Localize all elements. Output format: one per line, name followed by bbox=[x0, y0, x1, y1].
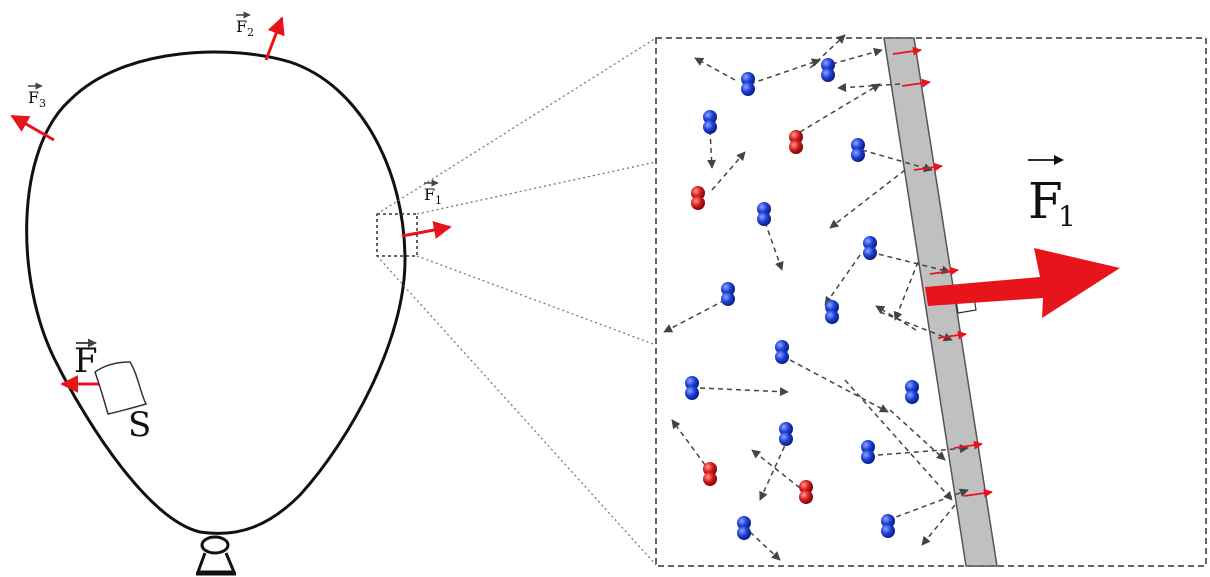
molecule-trajectory bbox=[837, 82, 901, 92]
wall-impact-arrows bbox=[892, 46, 993, 498]
balloon-outline bbox=[25, 50, 407, 535]
svg-text:3: 3 bbox=[39, 97, 46, 110]
svg-text:F: F bbox=[236, 17, 247, 36]
force-arrow-f3 bbox=[10, 114, 55, 142]
big-force-arrow-f1 bbox=[925, 248, 1120, 318]
label-f3: F 3 bbox=[28, 82, 46, 110]
wall-impact-arrow bbox=[901, 78, 931, 88]
label-f1-small: F 1 bbox=[424, 179, 442, 207]
molecule-trajectory bbox=[809, 34, 846, 69]
molecule-blue bbox=[825, 300, 839, 324]
label-f1-large: F 1 bbox=[1028, 155, 1076, 233]
zoom-source-box bbox=[376, 213, 418, 257]
svg-text:1: 1 bbox=[1058, 200, 1076, 233]
molecule-trajectory bbox=[663, 299, 726, 333]
svg-text:F: F bbox=[424, 185, 435, 204]
molecule-blue bbox=[737, 516, 751, 540]
molecule-trajectory bbox=[751, 449, 801, 489]
molecule-trajectory bbox=[671, 419, 706, 466]
molecule-red bbox=[789, 130, 803, 154]
molecule-trajectory bbox=[799, 83, 881, 133]
molecule-trajectory bbox=[875, 305, 917, 331]
label-f-patch: F bbox=[74, 338, 98, 381]
molecule-trajectory bbox=[707, 129, 717, 169]
molecule-blue bbox=[863, 236, 877, 260]
molecule-group bbox=[685, 58, 919, 540]
wall-impact-arrow bbox=[929, 266, 959, 276]
wall-impact-arrow bbox=[892, 46, 922, 56]
molecule-red bbox=[691, 186, 705, 210]
zoom-projection-lines bbox=[376, 37, 657, 566]
svg-text:1: 1 bbox=[435, 194, 442, 207]
svg-text:F: F bbox=[28, 88, 39, 107]
molecule-blue bbox=[757, 202, 771, 226]
molecule-trajectory bbox=[694, 57, 736, 81]
wall-impact-arrow bbox=[953, 440, 983, 450]
molecule-blue bbox=[861, 440, 875, 464]
molecule-trajectory bbox=[879, 311, 953, 342]
molecule-trajectory bbox=[921, 504, 956, 546]
molecule-trajectory bbox=[824, 254, 861, 306]
molecule-blue bbox=[821, 58, 835, 82]
wall-impact-arrow bbox=[937, 330, 967, 340]
molecule-trajectory bbox=[877, 444, 969, 456]
force-arrow-f2 bbox=[264, 16, 285, 61]
molecule-blue bbox=[851, 138, 865, 162]
molecule-blue bbox=[703, 110, 717, 134]
molecule-trajectory bbox=[711, 151, 746, 191]
molecule-blue bbox=[685, 376, 699, 400]
molecule-trajectory bbox=[861, 149, 933, 173]
wall-impact-arrow bbox=[913, 162, 943, 172]
force-arrow-f1 bbox=[401, 221, 452, 239]
molecule-trajectory bbox=[893, 261, 919, 321]
svg-text:2: 2 bbox=[247, 26, 254, 39]
molecule-trajectory bbox=[789, 359, 889, 413]
surface-patch bbox=[94, 361, 148, 415]
molecule-red bbox=[799, 480, 813, 504]
wall-impact-arrow bbox=[963, 488, 993, 498]
label-s: S bbox=[128, 405, 151, 445]
molecule-blue bbox=[881, 514, 895, 538]
molecule-trajectory bbox=[869, 251, 951, 275]
balloon-knot bbox=[195, 535, 237, 576]
svg-text:F: F bbox=[1028, 172, 1063, 230]
molecule-blue bbox=[905, 380, 919, 404]
svg-text:F: F bbox=[74, 341, 98, 381]
molecule-trajectory bbox=[749, 531, 781, 561]
molecule-trajectory bbox=[764, 221, 784, 271]
molecule-blue bbox=[775, 340, 789, 364]
molecule-blue bbox=[741, 72, 755, 96]
molecule-trajectory bbox=[699, 387, 789, 397]
label-f2: F 2 bbox=[236, 11, 254, 39]
molecule-trajectory bbox=[831, 47, 883, 65]
zoom-box bbox=[655, 37, 1207, 567]
molecule-trajectory bbox=[829, 169, 906, 229]
molecule-red bbox=[703, 462, 717, 486]
molecule-blue bbox=[779, 422, 793, 446]
molecule-trajectory bbox=[749, 58, 821, 85]
molecule-trajectory bbox=[889, 409, 946, 461]
molecule-blue bbox=[721, 282, 735, 306]
molecule-trajectory bbox=[844, 379, 953, 501]
